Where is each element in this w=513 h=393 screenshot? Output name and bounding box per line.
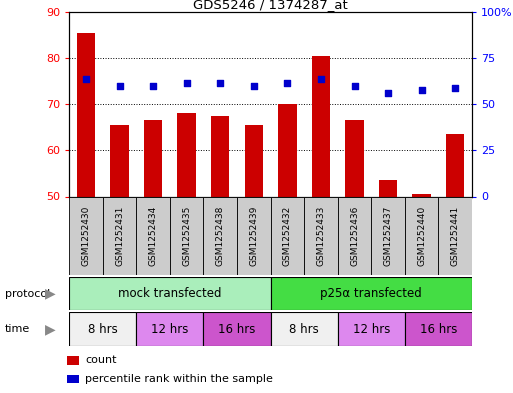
Bar xyxy=(271,196,304,275)
Text: GSM1252439: GSM1252439 xyxy=(249,206,259,266)
Text: 8 hrs: 8 hrs xyxy=(88,323,117,336)
Bar xyxy=(204,196,237,275)
Point xyxy=(451,85,459,91)
Bar xyxy=(338,312,405,346)
Bar xyxy=(69,196,103,275)
Text: GSM1252436: GSM1252436 xyxy=(350,206,359,266)
Bar xyxy=(345,120,364,196)
Text: GSM1252430: GSM1252430 xyxy=(82,206,90,266)
Text: GSM1252435: GSM1252435 xyxy=(182,206,191,266)
Bar xyxy=(204,312,271,346)
Bar xyxy=(170,196,204,275)
Bar xyxy=(177,113,196,196)
Bar xyxy=(136,312,204,346)
Bar xyxy=(103,196,136,275)
Text: GSM1252441: GSM1252441 xyxy=(451,206,460,266)
Bar xyxy=(304,196,338,275)
Bar xyxy=(67,356,79,365)
Bar xyxy=(446,134,464,196)
Text: ▶: ▶ xyxy=(45,322,55,336)
Point xyxy=(350,83,359,89)
Point xyxy=(183,80,191,86)
Title: GDS5246 / 1374287_at: GDS5246 / 1374287_at xyxy=(193,0,348,11)
Point xyxy=(384,90,392,96)
Bar xyxy=(439,196,472,275)
Bar xyxy=(405,196,439,275)
Text: GSM1252438: GSM1252438 xyxy=(216,206,225,266)
Point xyxy=(216,80,224,86)
Text: mock transfected: mock transfected xyxy=(118,287,222,300)
Bar xyxy=(136,196,170,275)
Bar xyxy=(278,104,297,196)
Bar xyxy=(69,277,271,310)
Bar xyxy=(405,312,472,346)
Point xyxy=(115,83,124,89)
Bar xyxy=(371,196,405,275)
Bar xyxy=(271,277,472,310)
Point xyxy=(418,87,426,94)
Text: GSM1252431: GSM1252431 xyxy=(115,206,124,266)
Text: 8 hrs: 8 hrs xyxy=(289,323,319,336)
Text: ▶: ▶ xyxy=(45,286,55,301)
Bar xyxy=(67,375,79,383)
Text: GSM1252432: GSM1252432 xyxy=(283,206,292,266)
Bar xyxy=(312,56,330,196)
Bar xyxy=(69,312,136,346)
Text: protocol: protocol xyxy=(5,288,50,299)
Point xyxy=(283,80,291,86)
Bar xyxy=(379,180,397,196)
Bar xyxy=(77,33,95,196)
Bar xyxy=(412,194,431,196)
Text: GSM1252440: GSM1252440 xyxy=(417,206,426,266)
Text: 12 hrs: 12 hrs xyxy=(352,323,390,336)
Text: GSM1252434: GSM1252434 xyxy=(149,206,157,266)
Point xyxy=(149,83,157,89)
Text: count: count xyxy=(85,355,116,365)
Bar xyxy=(144,120,163,196)
Text: GSM1252433: GSM1252433 xyxy=(317,206,325,266)
Bar xyxy=(271,312,338,346)
Bar xyxy=(110,125,129,196)
Text: p25α transfected: p25α transfected xyxy=(321,287,422,300)
Point xyxy=(82,75,90,82)
Text: time: time xyxy=(5,324,30,334)
Bar xyxy=(245,125,263,196)
Bar xyxy=(338,196,371,275)
Text: 16 hrs: 16 hrs xyxy=(219,323,256,336)
Bar xyxy=(211,116,229,196)
Point xyxy=(250,83,258,89)
Point xyxy=(317,75,325,82)
Text: 12 hrs: 12 hrs xyxy=(151,323,189,336)
Bar xyxy=(237,196,271,275)
Text: GSM1252437: GSM1252437 xyxy=(384,206,392,266)
Text: percentile rank within the sample: percentile rank within the sample xyxy=(85,374,273,384)
Text: 16 hrs: 16 hrs xyxy=(420,323,457,336)
